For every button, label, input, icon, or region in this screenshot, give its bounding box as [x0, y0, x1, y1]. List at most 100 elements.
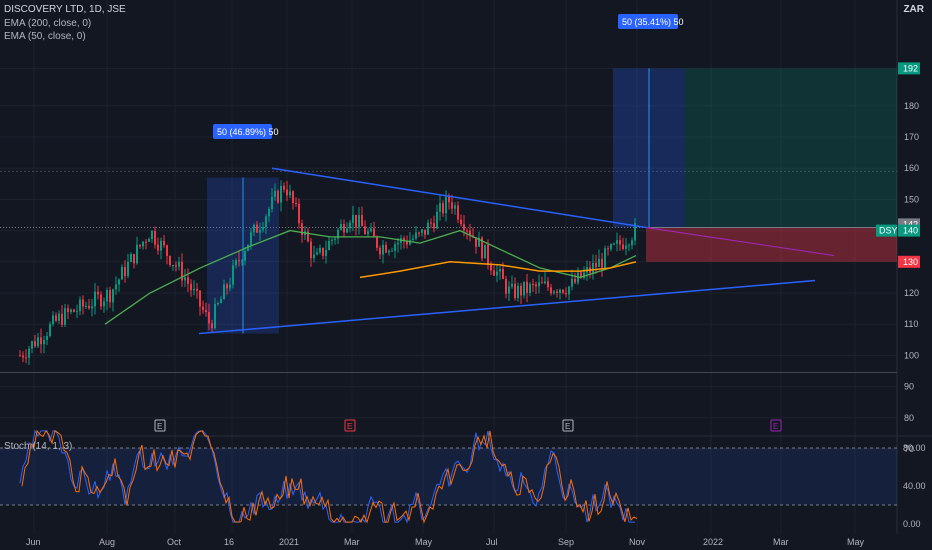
candle-body[interactable] — [580, 272, 582, 278]
chart-title[interactable]: DISCOVERY LTD, 1D, JSE — [4, 4, 126, 15]
candle-body[interactable] — [370, 228, 372, 232]
candle-body[interactable] — [91, 306, 93, 309]
candle-body[interactable] — [187, 277, 189, 284]
candle-body[interactable] — [31, 341, 33, 349]
ema-50-line[interactable] — [104, 229, 637, 325]
candle-body[interactable] — [43, 340, 45, 345]
candle-body[interactable] — [274, 191, 276, 197]
candle-body[interactable] — [244, 250, 246, 261]
candle-body[interactable] — [445, 196, 447, 214]
candle-body[interactable] — [382, 244, 384, 255]
candle-body[interactable] — [319, 247, 321, 253]
candle-body[interactable] — [133, 254, 135, 264]
candle-body[interactable] — [517, 285, 519, 299]
candle-body[interactable] — [127, 261, 129, 277]
candle-body[interactable] — [223, 284, 225, 300]
candle-body[interactable] — [604, 248, 606, 268]
candle-body[interactable] — [424, 229, 426, 235]
candle-body[interactable] — [238, 260, 240, 262]
candle-body[interactable] — [613, 243, 615, 245]
ema50-legend[interactable]: EMA (50, close, 0) — [4, 31, 86, 42]
candle-body[interactable] — [253, 224, 255, 233]
candle-body[interactable] — [541, 282, 543, 284]
candle-body[interactable] — [313, 254, 315, 259]
candle-body[interactable] — [64, 308, 66, 325]
candle-body[interactable] — [307, 231, 309, 242]
candle-body[interactable] — [184, 277, 186, 281]
candle-body[interactable] — [619, 240, 621, 245]
candle-body[interactable] — [439, 203, 441, 212]
candle-body[interactable] — [505, 278, 507, 294]
candle-body[interactable] — [151, 230, 153, 239]
candle-body[interactable] — [211, 323, 213, 329]
candle-body[interactable] — [289, 191, 291, 196]
candle-body[interactable] — [25, 357, 27, 359]
candle-body[interactable] — [280, 185, 282, 203]
candle-body[interactable] — [271, 196, 273, 209]
candle-body[interactable] — [178, 261, 180, 267]
candle-body[interactable] — [508, 286, 510, 294]
candle-body[interactable] — [448, 196, 450, 203]
candle-body[interactable] — [103, 301, 105, 307]
candle-body[interactable] — [154, 230, 156, 245]
candle-body[interactable] — [169, 255, 171, 266]
candle-body[interactable] — [214, 303, 216, 329]
candle-body[interactable] — [193, 288, 195, 291]
candle-body[interactable] — [436, 211, 438, 229]
candle-body[interactable] — [325, 249, 327, 256]
candle-body[interactable] — [634, 223, 636, 241]
candle-body[interactable] — [286, 189, 288, 196]
candle-body[interactable] — [277, 191, 279, 203]
candle-body[interactable] — [460, 219, 462, 225]
candle-body[interactable] — [433, 223, 435, 229]
candle-body[interactable] — [205, 310, 207, 313]
candle-body[interactable] — [160, 240, 162, 251]
candle-body[interactable] — [499, 268, 501, 272]
candle-body[interactable] — [61, 313, 63, 325]
candle-body[interactable] — [391, 250, 393, 252]
candle-body[interactable] — [415, 232, 417, 239]
candle-body[interactable] — [379, 247, 381, 255]
candle-body[interactable] — [337, 229, 339, 239]
candle-body[interactable] — [496, 271, 498, 276]
candle-body[interactable] — [250, 232, 252, 245]
candle-body[interactable] — [628, 245, 630, 247]
earnings-marker[interactable] — [770, 419, 782, 432]
candle-body[interactable] — [226, 284, 228, 289]
candle-body[interactable] — [556, 291, 558, 293]
stoch-legend[interactable]: Stoch (14, 1, 3) — [4, 441, 73, 452]
candle-body[interactable] — [241, 260, 243, 262]
candle-body[interactable] — [265, 216, 267, 227]
candle-body[interactable] — [88, 305, 90, 309]
candle-body[interactable] — [76, 311, 78, 313]
candle-body[interactable] — [340, 224, 342, 230]
candle-body[interactable] — [202, 306, 204, 311]
candle-body[interactable] — [112, 289, 114, 303]
candle-body[interactable] — [79, 299, 81, 312]
candle-body[interactable] — [532, 283, 534, 285]
candle-body[interactable] — [217, 303, 219, 305]
candle-body[interactable] — [346, 228, 348, 233]
measure-label-right[interactable]: 50 (35.41%) 50 — [622, 17, 684, 27]
descending-trendline[interactable] — [271, 167, 647, 229]
candle-body[interactable] — [565, 292, 567, 295]
candle-body[interactable] — [310, 241, 312, 259]
candle-body[interactable] — [235, 260, 237, 266]
candle-body[interactable] — [100, 294, 102, 307]
candle-body[interactable] — [148, 238, 150, 242]
candle-body[interactable] — [124, 266, 126, 277]
candle-body[interactable] — [427, 222, 429, 235]
earnings-marker[interactable] — [154, 419, 166, 432]
candle-body[interactable] — [40, 337, 42, 345]
candle-body[interactable] — [526, 281, 528, 293]
candle-body[interactable] — [58, 313, 60, 321]
candle-body[interactable] — [283, 185, 285, 190]
candle-body[interactable] — [454, 205, 456, 209]
candle-body[interactable] — [97, 291, 99, 295]
candle-body[interactable] — [601, 258, 603, 268]
candle-body[interactable] — [268, 208, 270, 217]
candle-body[interactable] — [397, 242, 399, 245]
candle-body[interactable] — [328, 240, 330, 250]
candle-body[interactable] — [199, 290, 201, 307]
candle-body[interactable] — [451, 202, 453, 209]
